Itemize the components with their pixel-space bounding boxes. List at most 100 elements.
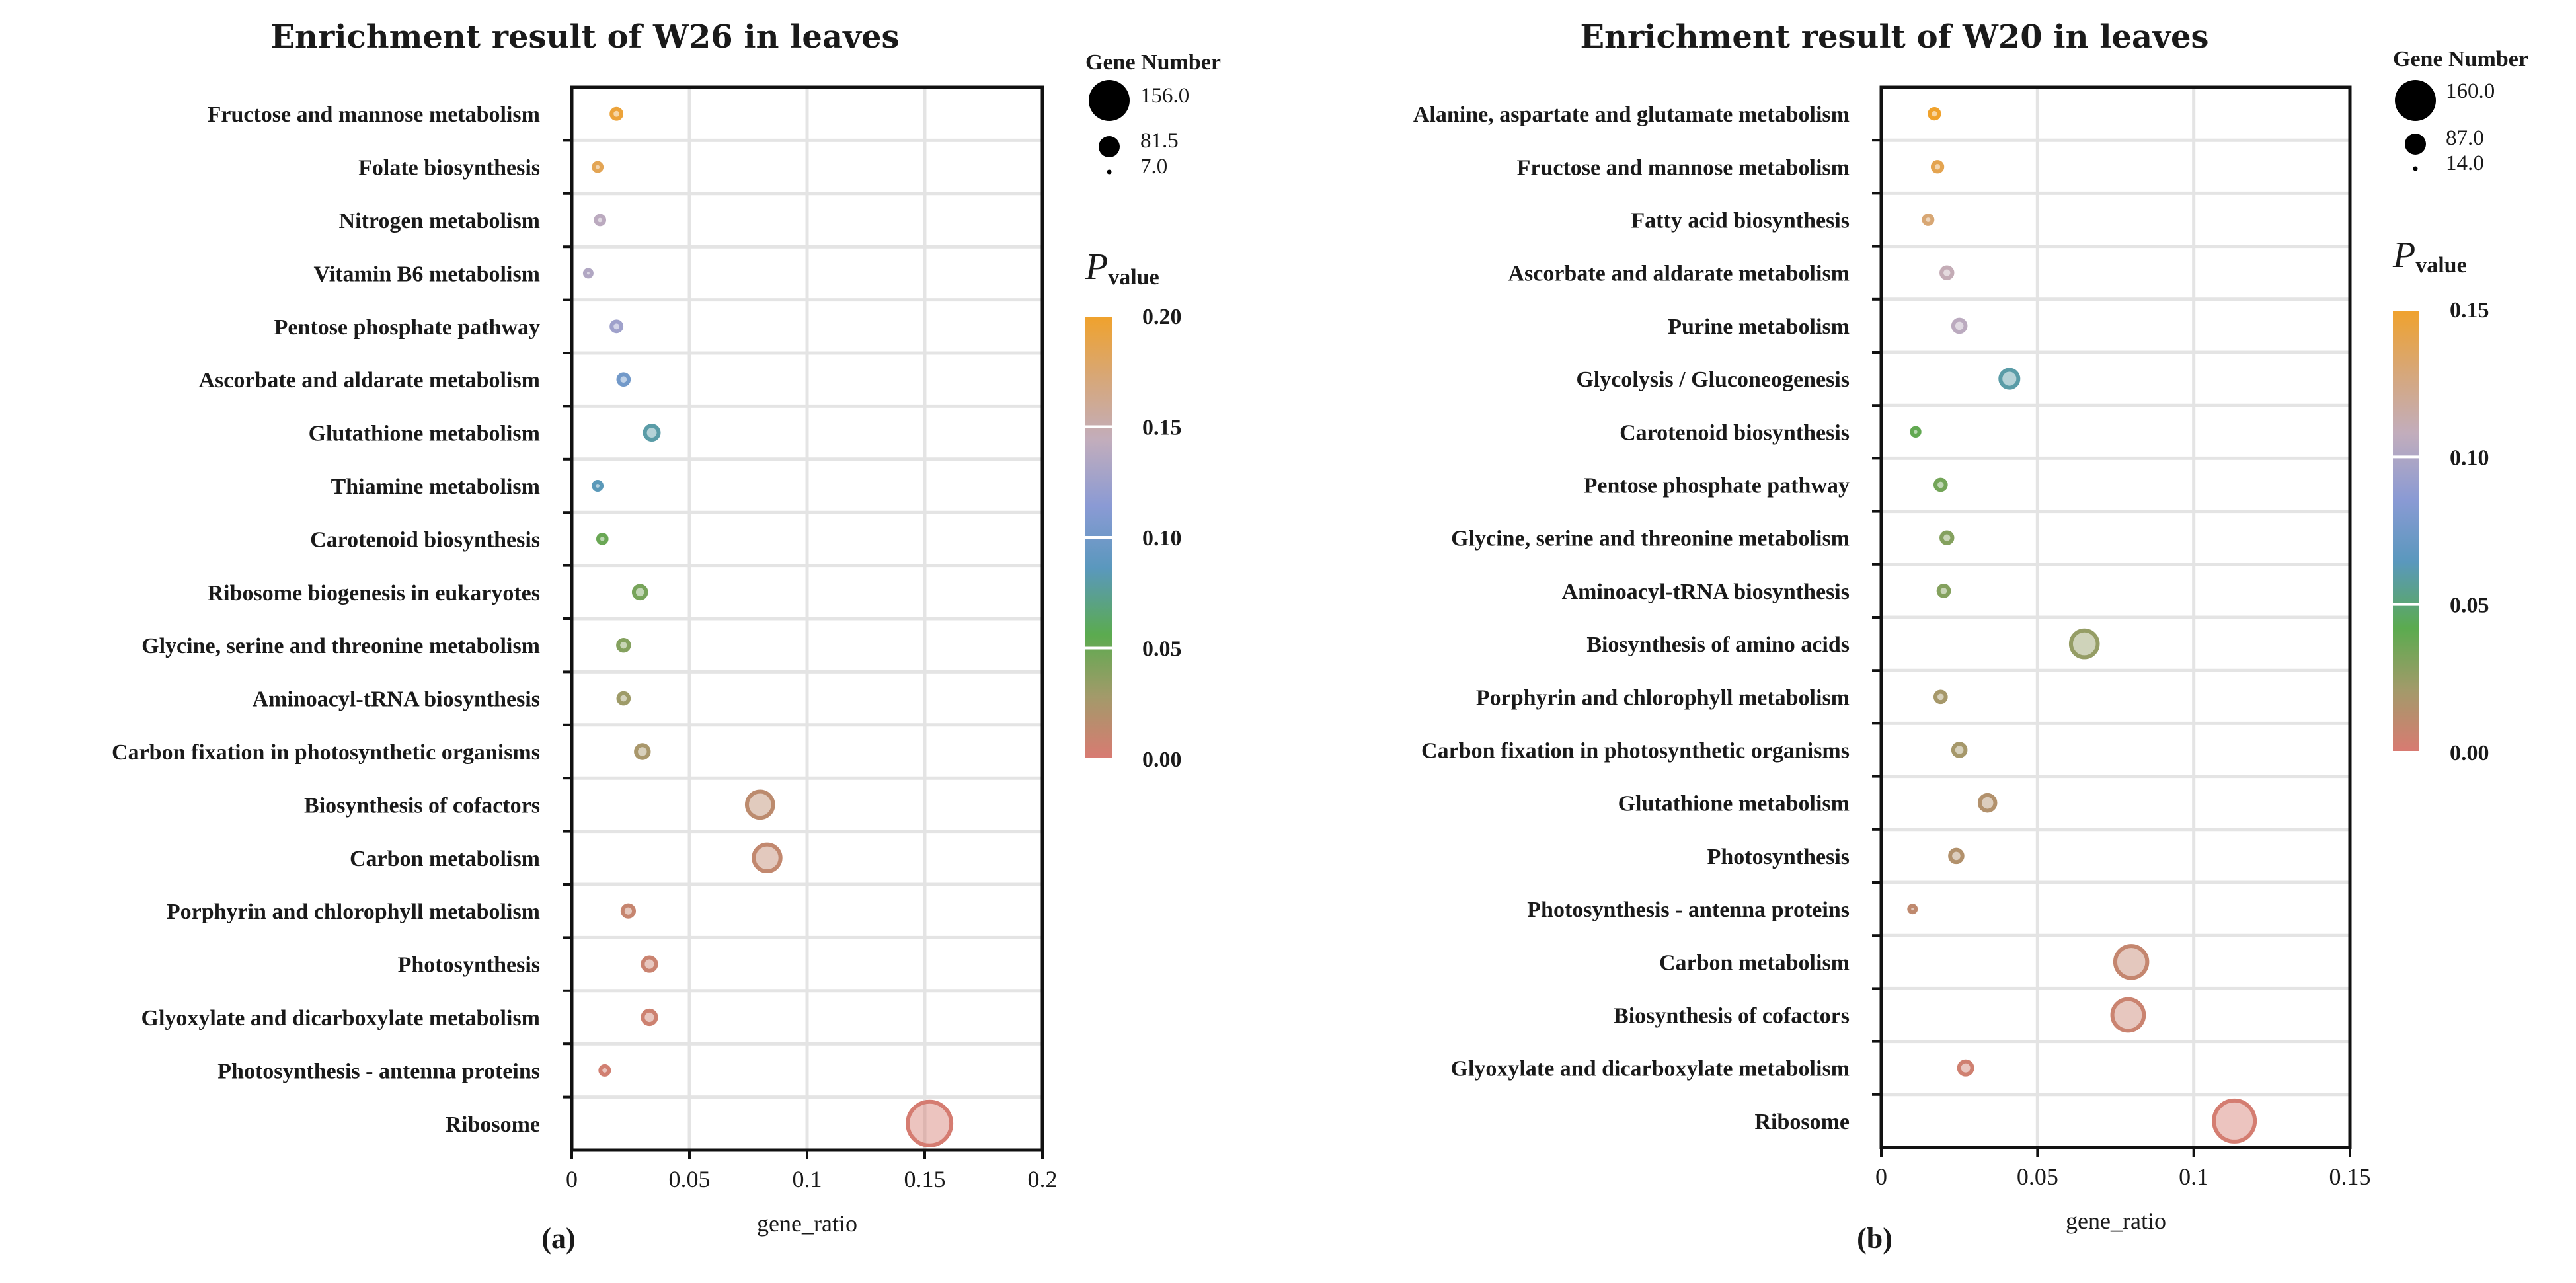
category-label: Aminoacyl-tRNA biosynthesis: [1562, 580, 1850, 604]
colorbar-tick-label: 0.15: [1142, 416, 1182, 440]
size-legend: Gene Number 160.0 87.0 14.0: [2393, 47, 2528, 175]
data-point: [1922, 214, 1935, 226]
y-ticks: [563, 139, 572, 1099]
data-point: [592, 161, 604, 173]
x-axis-label: gene_ratio: [757, 1210, 857, 1237]
pvalue-legend-title: Pvalue: [1085, 247, 1159, 290]
pvalue-legend-title: Pvalue: [2392, 235, 2467, 278]
data-point: [1939, 265, 1955, 280]
category-label: Biosynthesis of cofactors: [304, 793, 540, 818]
colorbar-tick-label: 0.00: [1142, 748, 1182, 772]
size-legend-marker-mid: [1099, 136, 1120, 157]
data-point: [582, 268, 594, 279]
x-tick-label: 0.1: [2179, 1163, 2208, 1190]
x-tick-label: 0.15: [2329, 1163, 2371, 1190]
data-point: [609, 106, 624, 121]
data-point: [1939, 530, 1955, 545]
data-point: [641, 1008, 658, 1027]
x-tick-label: 0.05: [2017, 1163, 2058, 1190]
category-label: Carbon metabolism: [350, 847, 540, 871]
chart-title: Enrichment result of W20 in leaves: [1580, 19, 2208, 56]
category-label: Ribosome: [445, 1112, 540, 1137]
category-label: Vitamin B6 metabolism: [313, 262, 540, 286]
x-tick-label: 0: [566, 1166, 578, 1192]
data-point: [1977, 793, 1998, 813]
category-label: Folate biosynthesis: [358, 156, 540, 180]
category-label: Glyoxylate and dicarboxylate metabolism: [141, 1006, 540, 1030]
data-point: [594, 214, 607, 227]
data-point: [592, 480, 604, 492]
data-point: [1936, 584, 1951, 598]
data-point: [616, 691, 631, 706]
panel-a: Enrichment result of W26 in leaves 0 0.05…: [112, 19, 1221, 1255]
data-point: [1957, 1059, 1974, 1077]
data-point: [1951, 742, 1968, 758]
size-legend-label-mid: 81.5: [1140, 129, 1179, 153]
category-label: Glyoxylate and dicarboxylate metabolism: [1451, 1057, 1850, 1081]
category-label: Carbon fixation in photosynthetic organi…: [112, 740, 540, 765]
size-legend-title: Gene Number: [2393, 47, 2528, 71]
category-label: Biosynthesis of cofactors: [1614, 1004, 1850, 1029]
data-point: [631, 584, 648, 601]
data-point: [1928, 106, 1941, 121]
x-ticks: 0 0.05 0.1 0.15 0.2: [566, 1150, 1058, 1192]
size-legend-label-large: 160.0: [2446, 79, 2495, 103]
x-axis-label: gene_ratio: [2066, 1208, 2166, 1234]
category-label: Carotenoid biosynthesis: [1620, 420, 1850, 445]
size-legend-label-mid: 87.0: [2446, 126, 2484, 150]
y-ticks: [1872, 139, 1881, 1096]
data-point: [616, 372, 631, 387]
colorbar-tick-label: 0.05: [2450, 594, 2489, 618]
category-label: Ribosome biogenesis in eukaryotes: [208, 581, 540, 605]
colorbar-ticks: 0.20 0.15 0.10 0.05 0.00: [1085, 305, 1182, 772]
category-labels: Fructose and mannose metabolism Folate bi…: [112, 102, 540, 1137]
category-label: Photosynthesis: [398, 953, 540, 978]
data-point: [643, 424, 661, 442]
colorbar-tick-label: 0.20: [1142, 305, 1182, 329]
gridlines: [572, 87, 1042, 1150]
data-point: [2113, 944, 2150, 980]
plot-area: 0 0.05 0.1 0.15 0.2 Fructose and mannose met…: [112, 85, 1058, 1192]
size-legend-marker-mid: [2405, 134, 2426, 155]
colorbar-ticks: 0.15 0.10 0.05 0.00: [2393, 298, 2489, 765]
pvalue-legend: Pvalue 0.20 0.15 0.10 0.05 0.00: [1085, 247, 1182, 772]
data-point: [641, 955, 658, 973]
category-label: Aminoacyl-tRNA biosynthesis: [253, 687, 540, 712]
category-label: Pentose phosphate pathway: [1584, 474, 1850, 498]
data-point: [598, 1064, 611, 1077]
colorbar-tick-label: 0.05: [1142, 637, 1182, 662]
category-label: Ascorbate and aldarate metabolism: [198, 368, 540, 393]
plot-area: 0 0.05 0.1 0.15 Alanine, aspartate and glut…: [1413, 85, 2371, 1190]
size-legend-marker-large: [1089, 80, 1130, 121]
data-points: [1907, 106, 2257, 1144]
panel-b: Enrichment result of W20 in leaves 0 0.05…: [1413, 19, 2528, 1255]
category-label: Fatty acid biosynthesis: [1631, 209, 1850, 233]
data-point: [2212, 1098, 2257, 1144]
category-label: Ascorbate and aldarate metabolism: [1508, 262, 1850, 286]
data-point: [596, 533, 609, 545]
category-label: Fructose and mannose metabolism: [208, 102, 540, 127]
category-label: Glutathione metabolism: [1618, 792, 1850, 816]
data-point: [634, 743, 651, 760]
data-points: [582, 106, 954, 1147]
x-tick-label: 0.05: [669, 1166, 711, 1192]
category-labels: Alanine, aspartate and glutamate metabol…: [1413, 102, 1850, 1134]
data-point: [2110, 997, 2146, 1033]
data-point: [1933, 477, 1948, 492]
x-ticks: 0 0.05 0.1 0.15: [1875, 1147, 2371, 1190]
pvalue-legend: Pvalue 0.15 0.10 0.05 0.00: [2392, 235, 2489, 765]
panel-label: (a): [541, 1222, 575, 1255]
pvalue-colorbar: [2393, 309, 2419, 752]
category-label: Glutathione metabolism: [309, 422, 540, 446]
x-tick-label: 0.15: [904, 1166, 946, 1192]
colorbar-tick-label: 0.10: [1142, 526, 1182, 551]
data-point: [2068, 628, 2100, 660]
category-label: Ribosome: [1754, 1110, 1850, 1134]
category-label: Glycine, serine and threonine metabolism: [141, 634, 540, 658]
category-label: Photosynthesis - antenna proteins: [1527, 898, 1850, 922]
data-point: [609, 319, 624, 334]
data-point: [744, 789, 775, 820]
gridlines: [1881, 87, 2350, 1147]
category-label: Alanine, aspartate and glutamate metabol…: [1413, 102, 1850, 127]
